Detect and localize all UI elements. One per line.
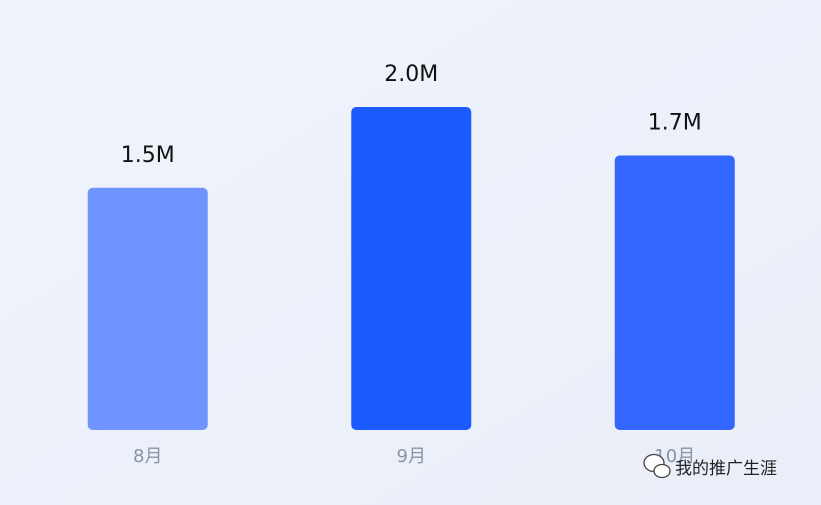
bar (87, 187, 208, 430)
watermark: 我的推广生涯 (675, 459, 777, 479)
value-label: 2.0M (384, 62, 438, 87)
bar (351, 107, 472, 430)
watermark-icon (643, 453, 671, 479)
bar (614, 155, 735, 430)
x-tick-label: 9月 (397, 446, 426, 467)
value-label: 1.5M (121, 143, 175, 168)
value-label: 1.7M (648, 110, 702, 135)
x-tick-label: 8月 (133, 446, 162, 467)
